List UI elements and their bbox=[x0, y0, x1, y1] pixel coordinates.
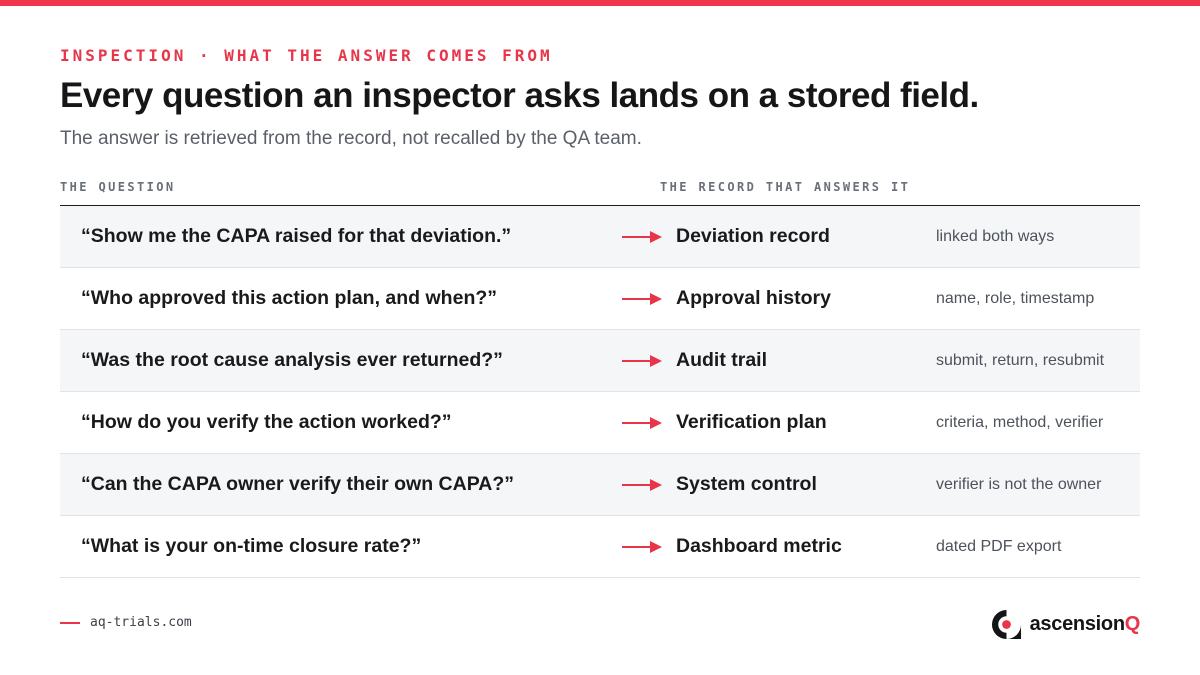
brand-name: ascensionQ bbox=[1029, 613, 1141, 636]
table-row: “What is your on-time closure rate?” Das… bbox=[60, 516, 1140, 578]
table-row: “Can the CAPA owner verify their own CAP… bbox=[60, 454, 1140, 516]
brand-name-main: ascension bbox=[1029, 613, 1125, 635]
arrow-right-icon bbox=[622, 355, 662, 367]
column-header-record: THE RECORD THAT ANSWERS IT bbox=[660, 180, 911, 194]
row-question: “Show me the CAPA raised for that deviat… bbox=[81, 225, 512, 247]
arrow-right-icon bbox=[622, 293, 662, 305]
row-record: Deviation record bbox=[676, 225, 830, 247]
arrow-right-icon bbox=[622, 417, 662, 429]
row-detail: name, role, timestamp bbox=[936, 290, 1095, 307]
page-subtitle: The answer is retrieved from the record,… bbox=[60, 128, 642, 149]
row-record: System control bbox=[676, 473, 817, 495]
row-detail: verifier is not the owner bbox=[936, 476, 1102, 493]
footer-accent-dash bbox=[60, 622, 80, 624]
row-detail: submit, return, resubmit bbox=[936, 352, 1105, 369]
eyebrow-label: INSPECTION · WHAT THE ANSWER COMES FROM bbox=[60, 46, 553, 65]
table-top-rule bbox=[60, 205, 1140, 206]
row-record: Verification plan bbox=[676, 411, 827, 433]
row-question: “How do you verify the action worked?” bbox=[81, 411, 452, 433]
ascensionq-logo bbox=[991, 609, 1021, 640]
table-row: “Who approved this action plan, and when… bbox=[60, 268, 1140, 330]
page-title: Every question an inspector asks lands o… bbox=[60, 76, 979, 115]
column-header-question: THE QUESTION bbox=[60, 180, 176, 194]
row-question: “Was the root cause analysis ever return… bbox=[81, 349, 503, 371]
row-question: “Who approved this action plan, and when… bbox=[81, 287, 498, 309]
footer-url-link[interactable]: aq-trials.com bbox=[90, 615, 192, 630]
row-detail: criteria, method, verifier bbox=[936, 414, 1104, 431]
row-question: “What is your on-time closure rate?” bbox=[81, 535, 422, 557]
table-row: “Was the root cause analysis ever return… bbox=[60, 330, 1140, 392]
table-row: “How do you verify the action worked?” V… bbox=[60, 392, 1140, 454]
arrow-right-icon bbox=[622, 231, 662, 243]
row-record: Dashboard metric bbox=[676, 535, 842, 557]
top-accent-bar bbox=[0, 0, 1200, 6]
row-detail: linked both ways bbox=[936, 228, 1055, 245]
brand-lockup: ascensionQ bbox=[991, 609, 1140, 640]
brand-name-accent: Q bbox=[1124, 613, 1141, 635]
question-table: “Show me the CAPA raised for that deviat… bbox=[60, 206, 1140, 578]
row-detail: dated PDF export bbox=[936, 538, 1062, 555]
row-question: “Can the CAPA owner verify their own CAP… bbox=[81, 473, 515, 495]
arrow-right-icon bbox=[622, 541, 662, 553]
arrow-right-icon bbox=[622, 479, 662, 491]
row-record: Approval history bbox=[676, 287, 831, 309]
row-record: Audit trail bbox=[676, 349, 767, 371]
table-row: “Show me the CAPA raised for that deviat… bbox=[60, 206, 1140, 268]
